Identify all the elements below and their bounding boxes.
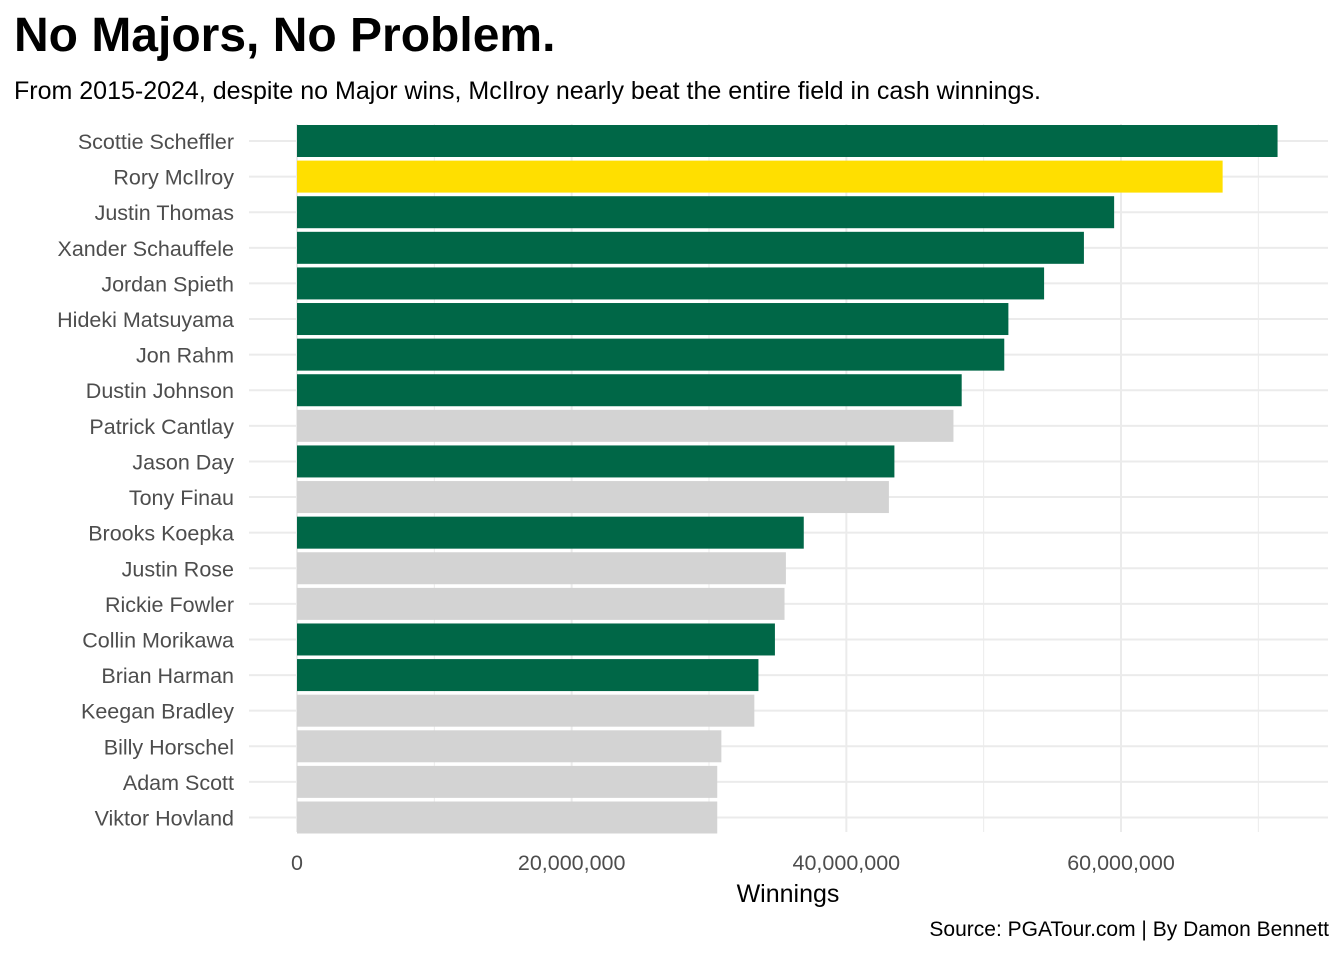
y-tick-label: Jason Day bbox=[132, 450, 234, 474]
bar-billy-horschel bbox=[297, 730, 722, 763]
y-tick-label: Scottie Scheffler bbox=[78, 130, 234, 154]
y-tick-label: Xander Schauffele bbox=[57, 237, 234, 261]
y-tick-label: Brooks Koepka bbox=[88, 522, 234, 546]
chart-caption: Source: PGATour.com | By Damon Bennett bbox=[929, 918, 1329, 941]
bar-brooks-koepka bbox=[297, 516, 804, 549]
bar-adam-scott bbox=[297, 765, 718, 798]
x-tick-labels: 0 20,000,000 40,000,000 60,000,000 bbox=[291, 851, 1175, 875]
bar-rory-mcilroy bbox=[297, 160, 1223, 193]
bar-jason-day bbox=[297, 445, 895, 478]
y-tick-label: Justin Rose bbox=[122, 557, 234, 581]
y-tick-labels: Scottie Scheffler Rory McIlroy Justin Thom… bbox=[57, 130, 234, 831]
x-tick-label: 0 bbox=[291, 851, 303, 875]
x-axis-title: Winnings bbox=[737, 880, 840, 908]
bar-patrick-cantlay bbox=[297, 409, 954, 442]
y-tick-label: Rickie Fowler bbox=[105, 593, 234, 617]
bars bbox=[297, 125, 1278, 834]
y-tick-label: Jon Rahm bbox=[136, 344, 234, 368]
y-tick-label: Brian Harman bbox=[101, 664, 234, 688]
bar-rickie-fowler bbox=[297, 587, 785, 620]
chart-title: No Majors, No Problem. bbox=[14, 9, 556, 62]
bar-justin-thomas bbox=[297, 196, 1115, 229]
y-tick-label: Collin Morikawa bbox=[82, 628, 234, 652]
bar-hideki-matsuyama bbox=[297, 303, 1009, 336]
bar-jon-rahm bbox=[297, 338, 1005, 371]
bar-justin-rose bbox=[297, 552, 786, 585]
y-tick-label: Billy Horschel bbox=[104, 735, 234, 759]
y-tick-label: Hideki Matsuyama bbox=[57, 308, 234, 332]
bar-dustin-johnson bbox=[297, 374, 962, 407]
y-tick-label: Dustin Johnson bbox=[86, 379, 234, 403]
bar-keegan-bradley bbox=[297, 694, 755, 727]
x-tick-label: 60,000,000 bbox=[1067, 851, 1175, 875]
chart-subtitle: From 2015-2024, despite no Major wins, M… bbox=[14, 77, 1041, 105]
bar-xander-schauffele bbox=[297, 231, 1084, 264]
y-tick-label: Rory McIlroy bbox=[113, 166, 234, 190]
bar-jordan-spieth bbox=[297, 267, 1045, 300]
y-tick-label: Jordan Spieth bbox=[101, 272, 234, 296]
y-tick-label: Viktor Hovland bbox=[95, 807, 234, 831]
x-tick-label: 20,000,000 bbox=[518, 851, 626, 875]
bar-scottie-scheffler bbox=[297, 125, 1278, 157]
y-tick-label: Justin Thomas bbox=[95, 201, 234, 225]
y-tick-label: Adam Scott bbox=[123, 771, 234, 795]
bar-tony-finau bbox=[297, 481, 889, 514]
y-tick-label: Keegan Bradley bbox=[81, 700, 234, 724]
bar-collin-morikawa bbox=[297, 623, 775, 656]
bar-brian-harman bbox=[297, 659, 759, 692]
y-tick-label: Tony Finau bbox=[129, 486, 234, 510]
bar-viktor-hovland bbox=[297, 801, 718, 834]
x-tick-label: 40,000,000 bbox=[793, 851, 901, 875]
y-tick-label: Patrick Cantlay bbox=[89, 415, 234, 439]
